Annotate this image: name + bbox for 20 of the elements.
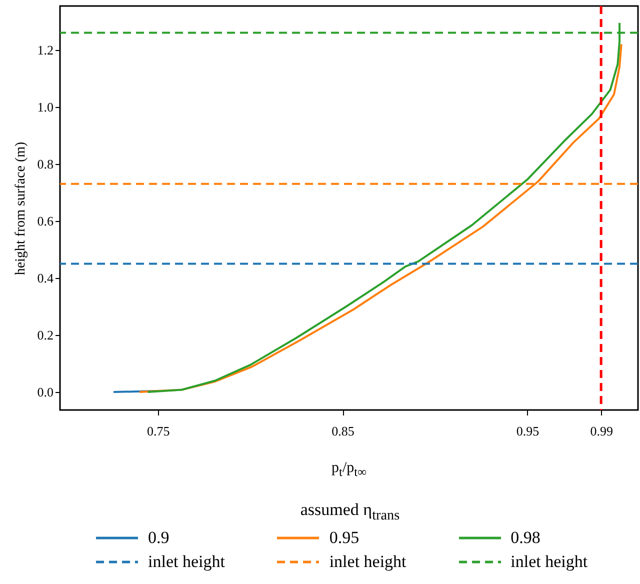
legend-label: 0.9 — [148, 528, 170, 548]
legend-label: 0.98 — [510, 528, 540, 548]
y-tick-label: 0.2 — [37, 328, 54, 343]
legend-label: inlet height — [329, 552, 406, 572]
legend-label: inlet height — [148, 552, 225, 572]
x-tick-label: 0.75 — [146, 424, 170, 438]
y-tick-label: 1.2 — [37, 42, 54, 58]
legend-label: inlet height — [510, 552, 588, 572]
legend-label: 0.95 — [329, 528, 360, 548]
legend-title: assumed η$_{trans}$ — [299, 500, 401, 524]
y-tick-label: 0.4 — [37, 270, 54, 286]
y-tick-label: 0.6 — [37, 213, 54, 228]
y-tick-label: 1.0 — [37, 99, 54, 114]
y-tick-label: 0.0 — [37, 384, 54, 400]
x-tick-label: 0.99 — [590, 424, 613, 438]
x-axis-title: p$_{t}$/p$_{t∞}$ — [330, 460, 368, 480]
y-axis-title: height from surface (m) — [13, 142, 28, 276]
x-tick-label: 0.95 — [516, 424, 540, 438]
y-tick-label: 0.8 — [37, 156, 54, 172]
x-tick-label: 0.85 — [332, 424, 354, 438]
